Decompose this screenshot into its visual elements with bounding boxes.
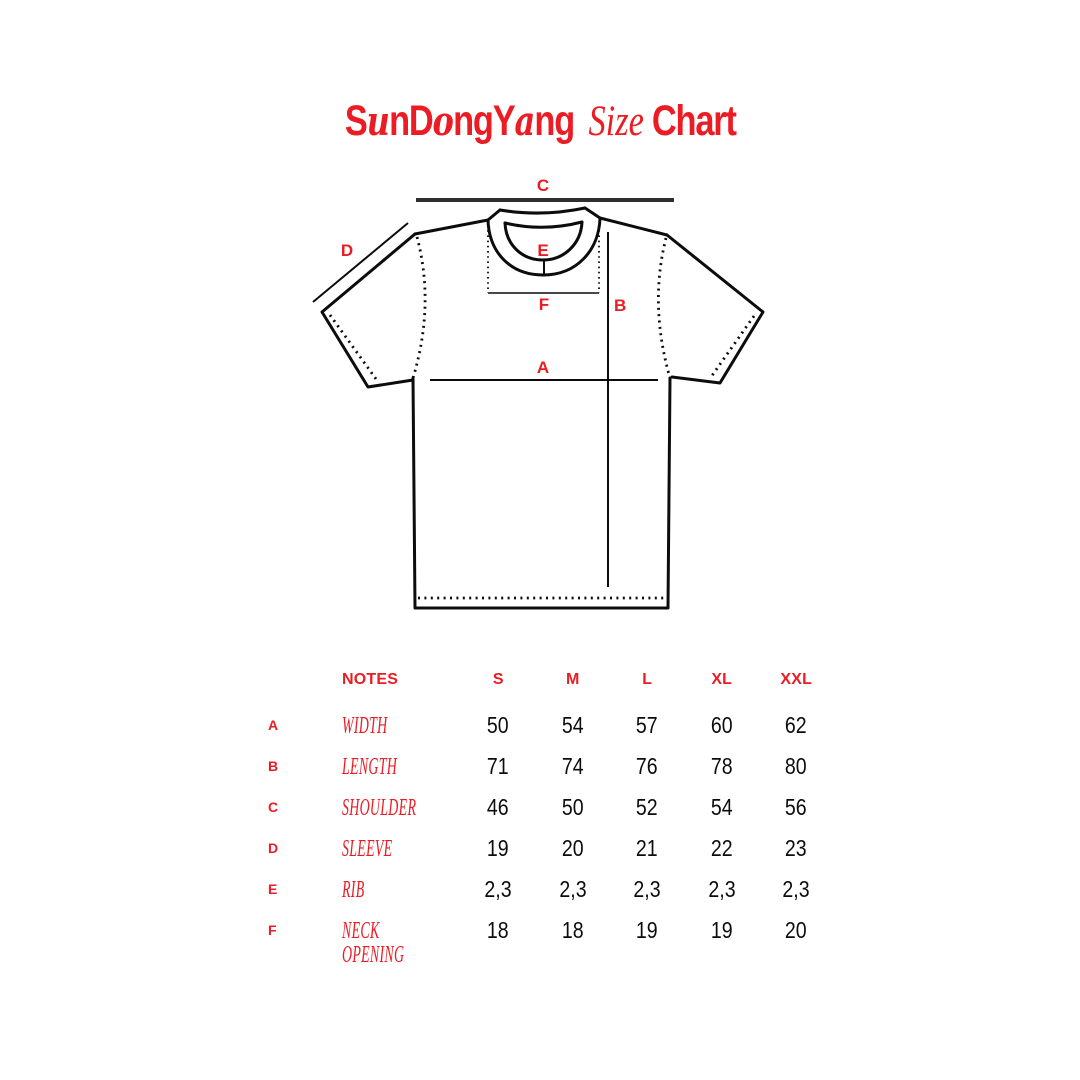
diagram-label-c: C (537, 176, 549, 195)
cell-value: 50 (561, 794, 584, 820)
cell-value: 18 (487, 917, 510, 943)
cell-value: 2,3 (633, 876, 661, 902)
column-header-m: M (565, 671, 580, 688)
title-brand-part: ngY (452, 97, 516, 145)
row-key: C (268, 799, 279, 815)
row-note: NECK OPENING (342, 918, 405, 968)
row-note: LENGTH (342, 754, 398, 780)
brand-logotype: SunDongYang Size Chart (344, 97, 737, 146)
header-corner (260, 660, 342, 705)
diagram-label-b: B (614, 296, 626, 315)
table-row-width: A WIDTH 50 54 57 60 62 (260, 705, 840, 746)
table-header-row: NOTES S M L XL XXL (260, 660, 840, 705)
cell-value: 71 (487, 753, 510, 779)
table-row-neck-opening: F NECK OPENING 18 18 19 19 20 (260, 910, 840, 968)
column-header-xxl: XXL (780, 671, 813, 688)
cell-value: 20 (561, 835, 584, 861)
title-brand-script-a: a (514, 98, 535, 145)
table-row-length: B LENGTH 71 74 76 78 80 (260, 746, 840, 787)
row-key: A (268, 717, 279, 733)
right-shoulder-seam (598, 216, 669, 237)
cell-value: 19 (710, 917, 733, 943)
cell-value: 19 (487, 835, 510, 861)
left-cuff-seam (328, 314, 378, 380)
cell-value: 54 (561, 712, 584, 738)
measure-line-d (312, 222, 409, 303)
table-row-shoulder: C SHOULDER 46 50 52 54 56 (260, 787, 840, 828)
row-note: SLEEVE (342, 836, 393, 862)
title-size-word: Size (588, 98, 644, 145)
row-key: F (268, 922, 277, 938)
cell-value: 60 (710, 712, 733, 738)
collar-inner-arc (503, 220, 584, 229)
title-chart-word: Chart (651, 97, 737, 145)
diagram-label-d: D (341, 241, 353, 260)
diagram-label-a: A (537, 358, 549, 377)
tshirt-measurement-diagram: C D E F B A (312, 176, 765, 610)
collar-top-arc (498, 206, 587, 215)
row-key: D (268, 840, 279, 856)
cell-value: 80 (785, 753, 808, 779)
left-armhole-seam (411, 236, 427, 379)
row-key: E (268, 881, 278, 897)
diagram-label-f: F (539, 295, 549, 314)
cell-value: 2,3 (559, 876, 587, 902)
cell-value: 78 (710, 753, 733, 779)
collar-right-edge (583, 206, 602, 220)
title-brand-script-o: o (432, 98, 453, 145)
cell-value: 56 (785, 794, 808, 820)
row-key: B (268, 758, 279, 774)
title-brand-part: ng (534, 97, 575, 145)
column-header-notes: NOTES (342, 671, 399, 688)
column-header-l: L (642, 671, 653, 688)
cell-value: 76 (636, 753, 659, 779)
left-sleeve-outline (320, 232, 417, 389)
title-brand-part: S (344, 97, 368, 145)
table-row-rib: E RIB 2,3 2,3 2,3 2,3 2,3 (260, 869, 840, 910)
right-sleeve-outline (665, 233, 765, 385)
cell-value: 50 (487, 712, 510, 738)
column-header-s: S (492, 671, 504, 688)
body-outline (411, 376, 672, 610)
row-note: RIB (342, 877, 365, 903)
size-table: NOTES S M L XL XXL A WIDTH 50 54 57 60 6… (260, 660, 840, 968)
cell-value: 54 (710, 794, 733, 820)
left-shoulder-seam (413, 218, 490, 236)
right-cuff-seam (709, 315, 756, 378)
cell-value: 19 (636, 917, 659, 943)
title-brand-script-u: u (366, 98, 389, 145)
page-title: SunDongYang Size Chart (0, 97, 1080, 146)
cell-value: 2,3 (484, 876, 512, 902)
cell-value: 21 (636, 835, 659, 861)
cell-value: 2,3 (782, 876, 810, 902)
cell-value: 22 (710, 835, 733, 861)
cell-value: 23 (785, 835, 808, 861)
cell-value: 62 (785, 712, 808, 738)
right-armhole-seam (657, 237, 672, 379)
cell-value: 46 (487, 794, 510, 820)
cell-value: 52 (636, 794, 659, 820)
collar-left-edge (486, 208, 502, 222)
cell-value: 74 (561, 753, 584, 779)
title-brand-part: nD (388, 97, 434, 145)
cell-value: 18 (561, 917, 584, 943)
cell-value: 57 (636, 712, 659, 738)
row-note: SHOULDER (342, 795, 417, 821)
row-note: WIDTH (342, 713, 388, 739)
column-header-xl: XL (711, 671, 733, 688)
cell-value: 2,3 (708, 876, 736, 902)
cell-value: 20 (785, 917, 808, 943)
diagram-label-e: E (537, 241, 548, 260)
table-row-sleeve: D SLEEVE 19 20 21 22 23 (260, 828, 840, 869)
